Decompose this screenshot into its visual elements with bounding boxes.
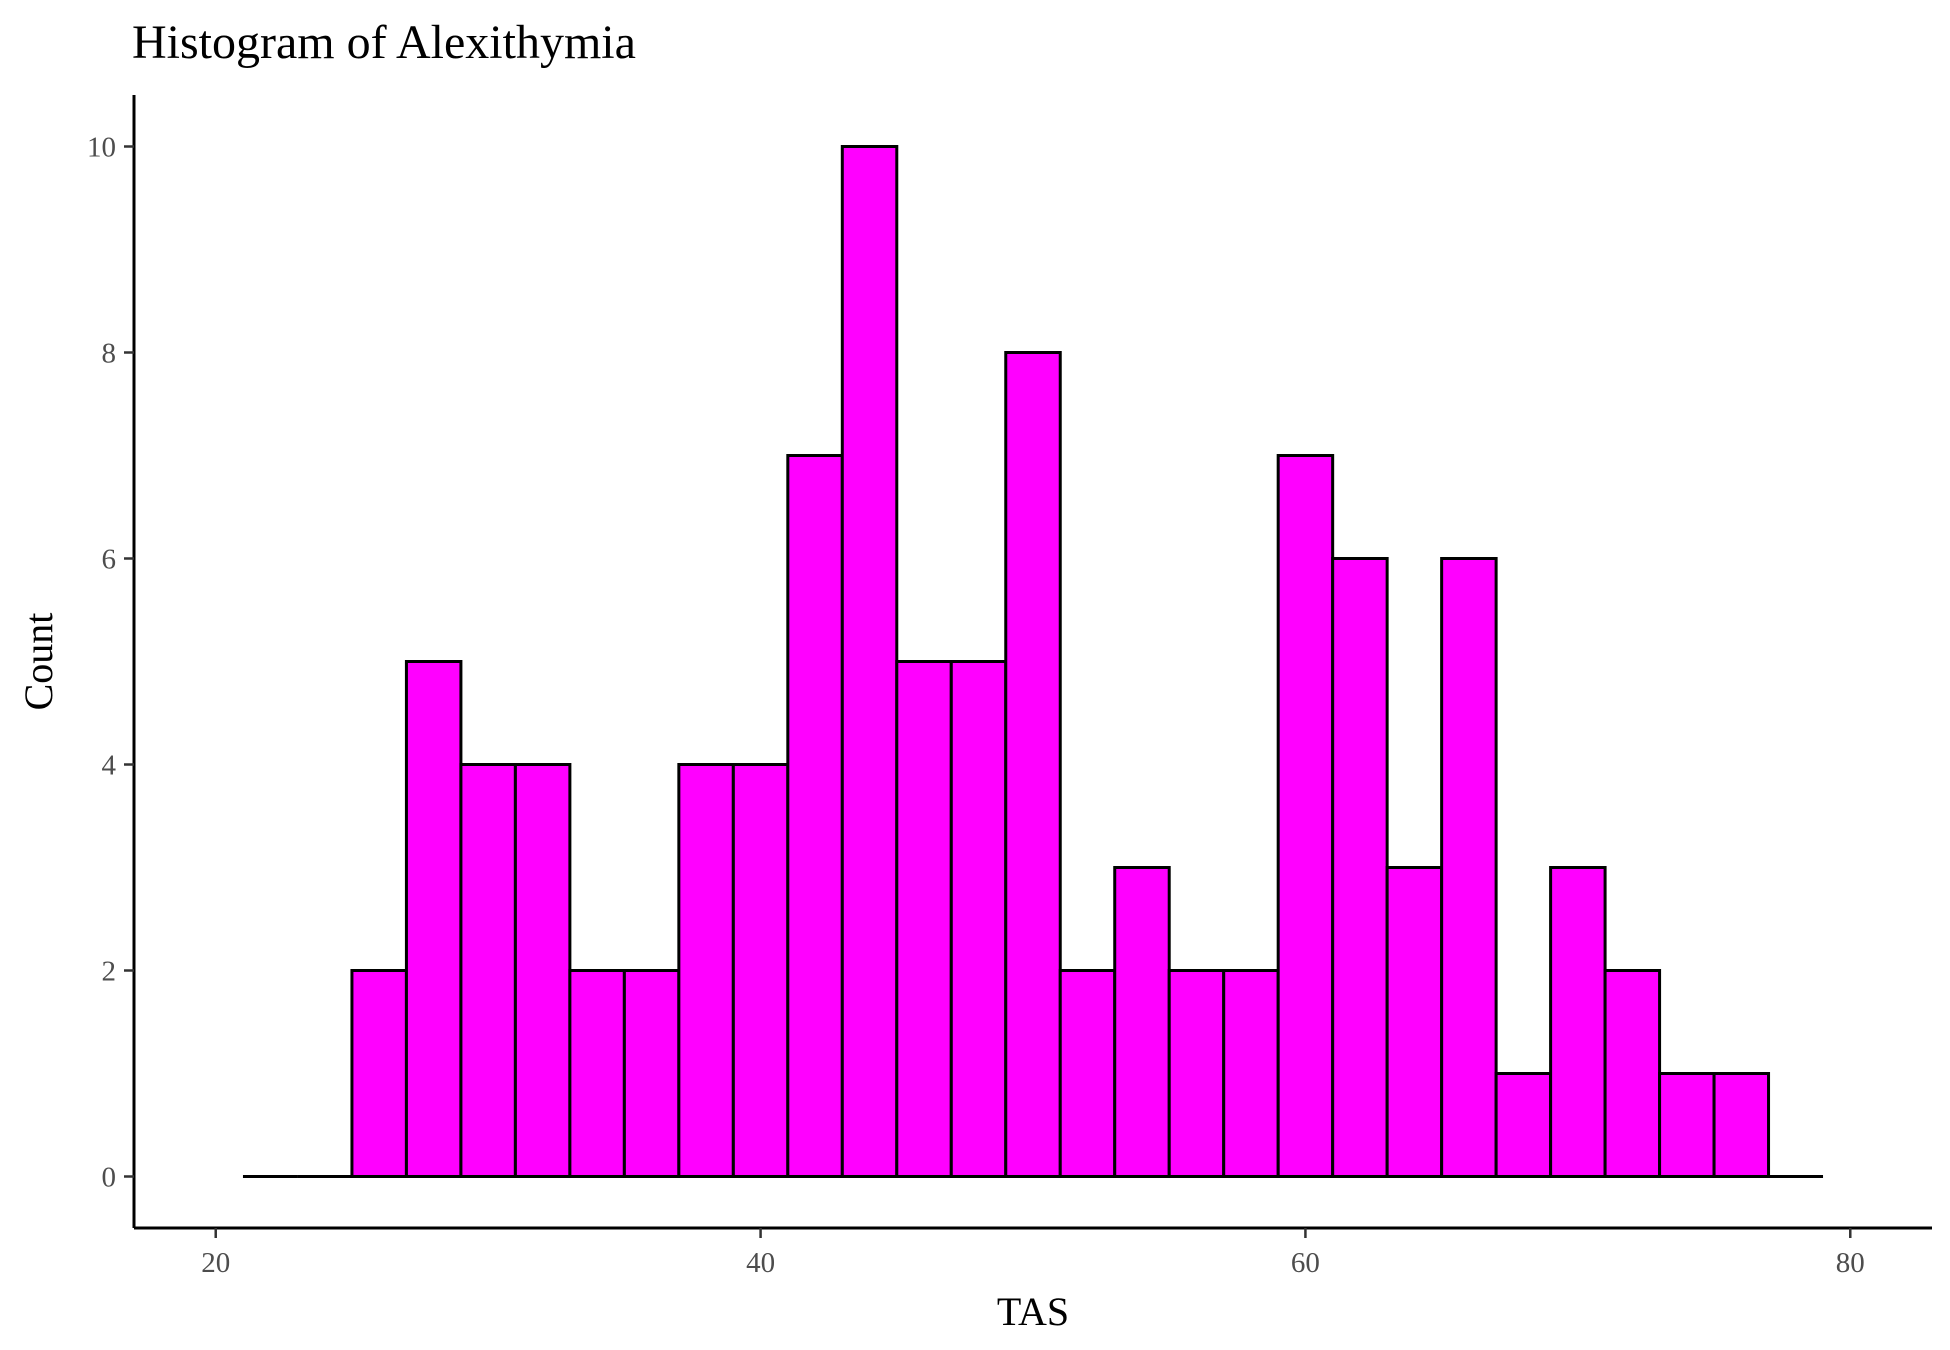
histogram-bar xyxy=(1603,969,1662,1178)
y-ticks-group: 0 2 4 6 8 10 xyxy=(87,132,134,1194)
histogram-bar xyxy=(1167,969,1226,1178)
histogram-bar xyxy=(731,763,790,1178)
histogram-bar xyxy=(949,660,1008,1178)
histogram-bar xyxy=(459,763,517,1178)
histogram-bar xyxy=(677,763,735,1178)
y-tick-label: 0 xyxy=(102,1162,117,1194)
histogram-bar xyxy=(1222,969,1280,1178)
histogram-bar xyxy=(1440,557,1498,1178)
histogram-bar xyxy=(1004,351,1062,1178)
histogram-bar xyxy=(513,763,572,1178)
histogram-bar xyxy=(1331,557,1389,1178)
histogram-bar xyxy=(786,454,844,1178)
x-tick-label: 60 xyxy=(1291,1247,1320,1279)
x-tick-label: 20 xyxy=(201,1247,230,1279)
x-axis-title: TAS xyxy=(997,1289,1069,1334)
y-tick-label: 10 xyxy=(87,132,116,164)
histogram-bar xyxy=(1712,1072,1771,1178)
y-tick-label: 8 xyxy=(102,338,117,370)
histogram-bar xyxy=(1276,454,1335,1178)
histogram-bar xyxy=(840,145,899,1178)
bars-group xyxy=(350,145,1771,1178)
x-ticks-group: 20 40 60 80 xyxy=(201,1228,1865,1279)
x-tick-label: 80 xyxy=(1836,1247,1865,1279)
histogram-bar xyxy=(1658,1072,1716,1178)
histogram-bar xyxy=(1113,866,1171,1178)
histogram-bar xyxy=(1385,866,1444,1178)
histogram-bar xyxy=(350,969,408,1178)
y-tick-label: 2 xyxy=(102,956,117,988)
histogram-bar xyxy=(1058,969,1117,1178)
histogram-bar xyxy=(568,969,626,1178)
y-axis-title: Count xyxy=(16,613,61,711)
y-tick-label: 6 xyxy=(102,544,117,576)
histogram-bar xyxy=(1549,866,1607,1178)
x-tick-label: 40 xyxy=(746,1247,775,1279)
histogram-bar xyxy=(404,660,463,1178)
chart-title: Histogram of Alexithymia xyxy=(132,16,636,69)
histogram-bar xyxy=(622,969,681,1178)
histogram-bar xyxy=(1494,1072,1553,1178)
y-tick-label: 4 xyxy=(102,750,117,782)
histogram-bar xyxy=(895,660,953,1178)
